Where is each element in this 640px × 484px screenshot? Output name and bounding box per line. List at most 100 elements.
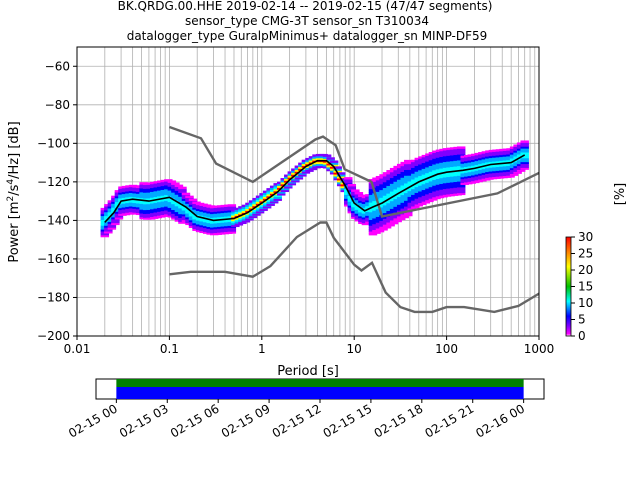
title: BK.QRDG.00.HHE 2019-02-14 -- 2019-02-15 … — [118, 0, 493, 43]
psd-cell — [178, 221, 187, 224]
psd-cell — [329, 162, 339, 165]
psd-cell — [351, 189, 360, 192]
psd-cell — [192, 201, 201, 204]
psd-cell — [456, 150, 466, 153]
psd-cell — [234, 223, 244, 226]
psd-cell — [322, 154, 332, 157]
psd-cell — [326, 157, 335, 160]
psd-cell — [516, 169, 526, 172]
psd-cell — [181, 192, 191, 196]
psd-cell — [333, 168, 342, 171]
psd-cell — [107, 225, 117, 228]
timeline-bars — [116, 379, 524, 399]
psd-cell — [456, 148, 466, 151]
psd-cell — [114, 217, 124, 220]
psd-cell — [273, 198, 282, 201]
psd-cell — [520, 157, 529, 161]
psd-cell — [185, 195, 194, 199]
noise-model-nhnm — [168, 125, 540, 218]
psd-cell — [259, 208, 268, 211]
psd-cell — [308, 167, 318, 171]
psd-cell — [329, 164, 339, 167]
colorbar-tick-label: 30 — [578, 230, 593, 244]
timeline-tick-label: 02-15 06 — [168, 401, 222, 440]
psd-cell — [305, 169, 314, 172]
title-line-1: BK.QRDG.00.HHE 2019-02-14 -- 2019-02-15 … — [118, 0, 493, 13]
psd-cell — [396, 217, 406, 221]
psd-cell — [227, 229, 237, 232]
timeline-tick-label: 02-15 03 — [117, 401, 171, 440]
psd-cell — [520, 155, 529, 159]
timeline-tick-label: 02-15 00 — [66, 401, 120, 440]
y-tick-label: −200 — [37, 329, 70, 343]
psd-cell — [266, 203, 275, 206]
colorbar-gradient — [565, 236, 572, 337]
psd-cell — [513, 171, 522, 174]
psd-cell — [386, 223, 395, 227]
psd-cell — [227, 227, 237, 230]
psd-cell — [382, 226, 392, 229]
psd-cell — [174, 184, 184, 188]
psd-cell — [333, 166, 342, 169]
psd-cell — [248, 215, 258, 219]
x-tick-label: 100 — [435, 342, 458, 356]
psd-cell — [456, 154, 466, 157]
psd-cell — [291, 180, 300, 183]
y-tick-label: −180 — [37, 290, 70, 304]
psd-cell — [294, 177, 304, 180]
psd-cell — [273, 196, 282, 200]
noise-model-nlnm — [169, 221, 540, 314]
psd-cell — [111, 220, 120, 224]
colorbar-tick-label: 0 — [578, 329, 586, 343]
colorbar: 0 5 10 15 20 25 30 [%] — [565, 183, 628, 343]
psd-cell — [418, 202, 427, 205]
psd-cell — [171, 182, 180, 185]
y-tick-label: −80 — [45, 98, 70, 112]
x-tick-label: 0.01 — [64, 342, 91, 356]
psd-cell — [276, 191, 286, 194]
psd-cell — [100, 232, 110, 236]
psd-cell — [280, 187, 289, 191]
psd-cell — [326, 159, 335, 162]
y-tick-label: −120 — [37, 175, 70, 189]
x-tick-label: 10 — [347, 342, 362, 356]
psd-cell — [368, 232, 378, 236]
psd-cell — [520, 146, 529, 149]
psd-cell — [407, 207, 417, 211]
psd-cell — [178, 186, 187, 190]
timeline-tick-label: 02-16 00 — [473, 401, 527, 440]
x-tick-label: 0.1 — [160, 342, 179, 356]
colorbar-ticks: 0 5 10 15 20 25 30 — [571, 230, 593, 343]
psd-cell — [241, 220, 251, 223]
y-axis-label: Power [m2/s4/Hz] [dB] — [6, 121, 22, 262]
psd-cell — [329, 160, 339, 163]
psd-cell — [456, 184, 466, 188]
psd-cell — [344, 177, 353, 180]
psd-cell — [456, 146, 466, 149]
colorbar-tick-label: 15 — [578, 280, 593, 294]
psd-cell — [375, 229, 385, 233]
psd-cell — [107, 227, 117, 230]
psd-cell — [164, 179, 173, 182]
psd-cell — [227, 204, 237, 207]
psd-cell — [404, 211, 413, 215]
psd-cell — [389, 221, 399, 225]
psd-cell — [104, 229, 113, 232]
psd-cell — [520, 165, 529, 168]
psd-cell — [276, 193, 286, 196]
psd-cell — [167, 180, 177, 183]
psd-cell — [111, 222, 120, 226]
psd-cell — [414, 204, 424, 207]
psd-cell — [111, 218, 120, 222]
psd-cell — [336, 172, 346, 175]
psd-cell — [114, 215, 124, 218]
psd-cell — [336, 174, 346, 177]
psd-cell — [354, 192, 364, 195]
timeline-tick-label: 02-15 12 — [270, 401, 324, 440]
psd-cell — [456, 152, 466, 155]
psd-cell — [284, 186, 293, 189]
psd-cell — [425, 199, 434, 203]
psd-cell — [520, 150, 529, 153]
